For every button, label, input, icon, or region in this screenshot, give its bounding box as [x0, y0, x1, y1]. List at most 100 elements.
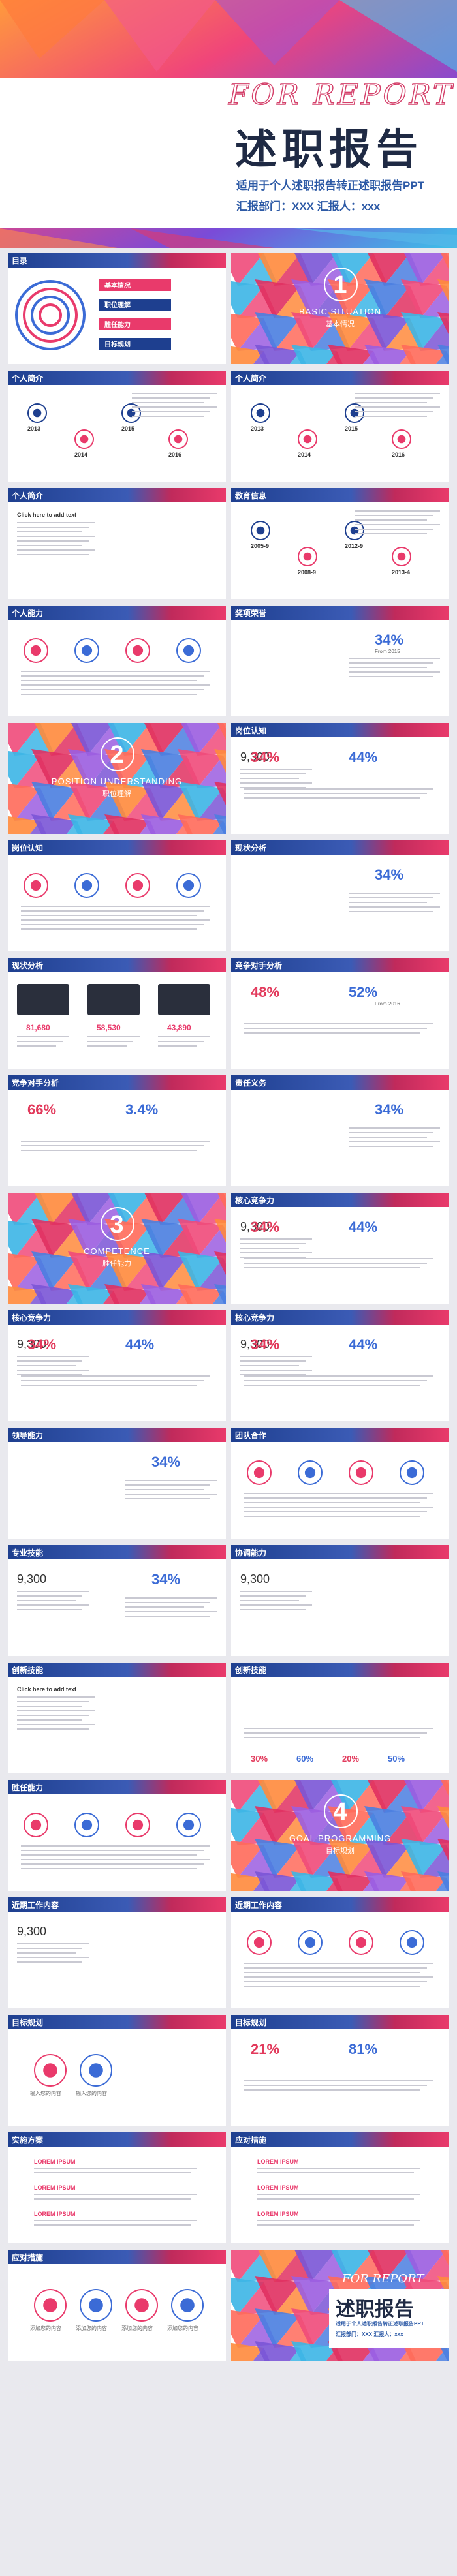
feature-icon: [400, 1930, 424, 1955]
section-chinese-title: 基本情况: [326, 320, 355, 328]
stat-percent: 34%: [375, 1101, 404, 1118]
polygon-facet: [231, 313, 264, 351]
slide-title: 个人简介: [12, 374, 44, 383]
polygon-facet: [231, 2310, 264, 2348]
placeholder-text-line: [244, 1497, 427, 1499]
icon-dot: [350, 526, 359, 535]
slide-title-bar: [231, 488, 449, 502]
polygon-facet: [214, 749, 226, 773]
polygon-facet: [368, 2250, 410, 2282]
icon-dot: [30, 1819, 42, 1831]
device-mock: [17, 984, 69, 1015]
slide-21: 领导能力 34%: [8, 1428, 226, 1539]
polygon-facet: [420, 1780, 449, 1813]
polygon-facet: [108, 1193, 150, 1225]
placeholder-text-line: [34, 2224, 191, 2226]
slide-title-bar: [231, 958, 449, 972]
placeholder-text-line: [349, 671, 440, 673]
slide-title-bar: [8, 371, 226, 385]
placeholder-text-line: [132, 416, 204, 417]
placeholder-text-line: [349, 1127, 440, 1129]
click-here-text: Click here to add text: [17, 1686, 77, 1693]
icon-ring: [74, 638, 99, 663]
timeline-year: 2014: [74, 452, 88, 458]
polygon-facet: [291, 2308, 337, 2348]
placeholder-text-line: [244, 1963, 433, 1964]
feature-icon: [125, 638, 150, 663]
polygon-facet: [104, 1284, 150, 1304]
icon-dot: [132, 1819, 144, 1831]
slide-4: 个人简介 2013 2014 2015 2016: [231, 371, 449, 482]
stat-percent: 34%: [375, 632, 404, 648]
cover-title: 述职报告: [235, 126, 423, 173]
placeholder-text-line: [17, 1370, 89, 1371]
cover-white-band: [0, 78, 457, 228]
slide-32: 目标规划 21% 81%: [231, 2015, 449, 2126]
timeline-node: [168, 429, 188, 449]
slide-3: 个人简介 2013 2014 2015 2016: [8, 371, 226, 482]
icon-dot: [33, 408, 42, 418]
placeholder-text-line: [17, 1943, 89, 1944]
placeholder-text-line: [17, 1715, 89, 1716]
placeholder-text-line: [21, 1380, 204, 1381]
polygon-facet: [178, 1284, 223, 1304]
polygon-facet: [197, 1225, 226, 1258]
timeline-year: 2013: [27, 425, 41, 432]
stat-percent: 34%: [251, 1336, 280, 1353]
icon-ring: [298, 429, 317, 449]
slide-6: 教育信息 2005-9 2008-9 2012-9 2013-4: [231, 488, 449, 599]
placeholder-text-line: [244, 1028, 427, 1029]
icon-dot: [30, 880, 42, 891]
placeholder-text-line: [125, 1597, 217, 1599]
polygon-facet: [178, 782, 223, 821]
polygon-facet: [291, 312, 337, 351]
polygon-facet: [364, 345, 410, 364]
polygon-facet: [420, 253, 449, 286]
polygon-facet: [141, 782, 187, 821]
polygon-facet: [255, 2341, 300, 2361]
slide-33: 实施方案 LOREM IPSUM LOREM IPSUM LOREM IPSUM: [8, 2132, 226, 2243]
placeholder-text-line: [17, 1356, 89, 1357]
icon-dot: [406, 1937, 418, 1948]
slide-30: 近期工作内容: [231, 1897, 449, 2008]
polygon-facet: [437, 1806, 449, 1830]
polygon-facet: [104, 814, 150, 834]
stat-percent: 34%: [375, 866, 404, 883]
placeholder-text-line: [244, 1385, 420, 1386]
slide-title-bar: [231, 840, 449, 855]
polygon-facet: [291, 2276, 337, 2315]
icon-ring: [298, 547, 317, 566]
goal-label: 添加您的内容: [167, 2325, 198, 2331]
icon-dot: [134, 2298, 149, 2312]
slide-title: 协调能力: [235, 1548, 267, 1557]
goal-circle: [125, 2289, 158, 2322]
timeline-node: [121, 403, 141, 423]
placeholder-text-line: [125, 1484, 210, 1486]
icon-ring: [125, 1813, 150, 1837]
icon-ring: [125, 638, 150, 663]
placeholder-text-line: [17, 1957, 89, 1958]
placeholder-text-line: [17, 531, 82, 532]
goal-circle: [34, 2054, 67, 2087]
slide-title-bar: [231, 1428, 449, 1442]
lorem-tag: LOREM IPSUM: [34, 2158, 76, 2165]
placeholder-text-line: [244, 1967, 427, 1969]
placeholder-text-line: [17, 527, 89, 528]
placeholder-text-line: [355, 529, 433, 530]
polygon-facet: [231, 2277, 264, 2315]
end-english-title: FOR REPORT: [342, 2272, 424, 2286]
stat-percent: 66%: [27, 1101, 57, 1118]
polygon-facet: [104, 782, 150, 821]
slide-24: 协调能力 9,300: [231, 1545, 449, 1656]
device-stat: 58,530: [97, 1023, 121, 1032]
timeline-node: [251, 521, 270, 540]
placeholder-text-line: [17, 1604, 89, 1606]
icon-dot: [355, 1467, 367, 1479]
polygon-facet: [255, 279, 300, 318]
polygon-facet: [404, 1780, 447, 1813]
stat-percent: 44%: [349, 1219, 378, 1235]
icon-ring: [392, 547, 411, 566]
placeholder-text-line: [17, 1609, 82, 1610]
icon-ring: [74, 1813, 99, 1837]
polygon-facet: [294, 253, 337, 286]
